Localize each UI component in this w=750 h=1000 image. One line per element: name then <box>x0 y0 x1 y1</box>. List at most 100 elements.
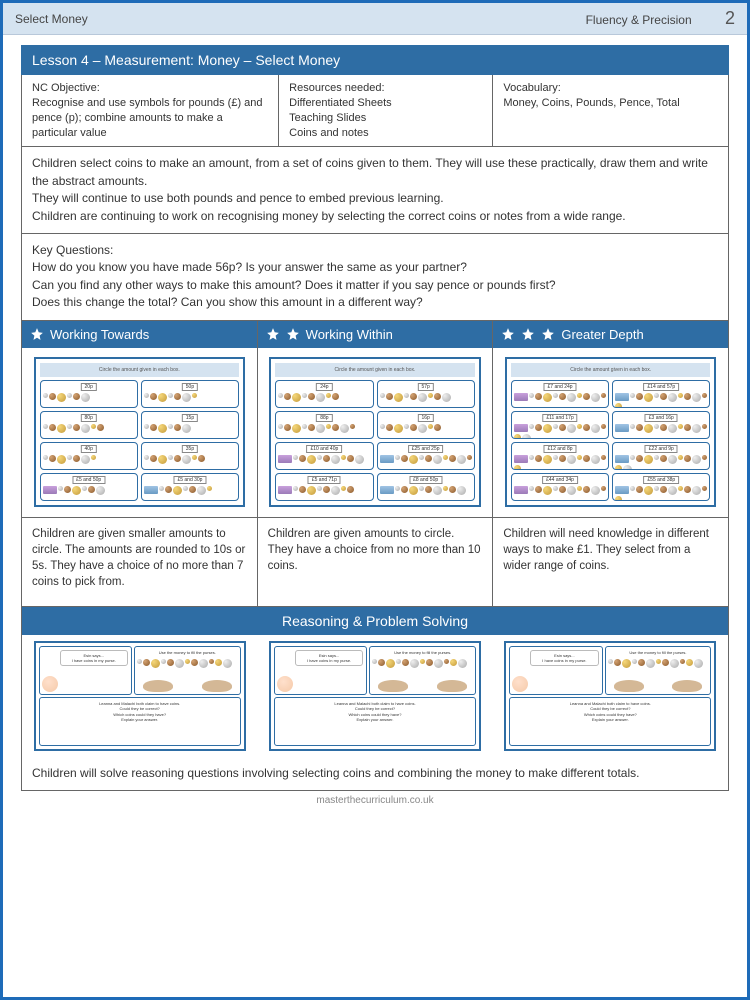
rps-thumbs: Esin says...I have coins in my purse. Us… <box>21 635 729 757</box>
amount-label: £55 and 38p <box>643 476 679 484</box>
rps-worksheet: Esin says...I have coins in my purse. Us… <box>504 641 716 751</box>
coin-group <box>278 455 370 467</box>
level-head: Working Within <box>258 321 493 348</box>
amount-label: £3 and 16p <box>645 414 678 422</box>
amount-label: £8 and 50p <box>409 476 442 484</box>
coin-group <box>144 424 236 436</box>
worksheet-box: £3 and 16p <box>612 411 710 439</box>
level-head: Greater Depth <box>493 321 728 348</box>
coin-group <box>380 455 472 467</box>
amount-label: 16p <box>417 414 433 422</box>
purse-icon <box>672 680 702 692</box>
coin-group <box>615 393 707 405</box>
coin-group <box>278 424 370 436</box>
topbar-right: Fluency & Precision 2 <box>586 8 735 29</box>
worksheet-box: 24p <box>275 380 373 408</box>
worksheet: Circle the amount given in each box. 24p… <box>269 357 481 506</box>
amount-label: 80p <box>81 414 97 422</box>
rps-worksheet: Esin says...I have coins in my purse. Us… <box>34 641 246 751</box>
worksheet-box: 20p <box>40 380 138 408</box>
amount-label: £12 and 8p <box>544 445 577 453</box>
resources-head: Resources needed: <box>289 81 482 96</box>
description-row: Children select coins to make an amount,… <box>21 147 729 234</box>
level-column: Greater Depth Circle the amount given in… <box>493 321 728 606</box>
speech-bubble: Esin says...I have coins in my purse. <box>60 650 128 666</box>
purse-icon <box>437 680 467 692</box>
amount-label: 40p <box>81 445 97 453</box>
resources-line: Differentiated Sheets <box>289 96 482 111</box>
rps-instruction: Use the money to fill the purses. <box>138 650 237 655</box>
rps-instruction: Use the money to fill the purses. <box>609 650 708 655</box>
resources-line: Teaching Slides <box>289 111 482 126</box>
level-title: Working Within <box>306 327 393 342</box>
purse-icon <box>202 680 232 692</box>
amount-label: £7 and 24p <box>544 383 577 391</box>
content: Lesson 4 – Measurement: Money – Select M… <box>3 35 747 997</box>
rps-title: Reasoning & Problem Solving <box>21 606 729 635</box>
page-number: 2 <box>725 8 735 28</box>
worksheet-box: £8 and 50p <box>377 473 475 501</box>
amount-label: £11 and 17p <box>542 414 577 422</box>
amount-label: £10 and 40p <box>306 445 342 453</box>
amount-label: 15p <box>182 414 198 422</box>
amount-label: £5 and 50p <box>72 476 105 484</box>
kq-body: How do you know you have made 56p? Is yo… <box>32 259 718 311</box>
topic-label: Select Money <box>15 12 88 26</box>
levels-row: Working Towards Circle the amount given … <box>21 321 729 606</box>
section-label: Fluency & Precision <box>586 13 692 27</box>
coin-group <box>380 486 472 498</box>
rps-instruction: Use the money to fill the purses. <box>373 650 472 655</box>
rps-speech-box: Esin says...I have coins in my purse. <box>39 646 132 695</box>
rps-question-box: Leanna and Malachi both claim to have co… <box>509 697 711 746</box>
amount-label: 35p <box>182 445 198 453</box>
rps-thumb-cell: Esin says...I have coins in my purse. Us… <box>22 635 257 757</box>
coin-group <box>43 424 135 436</box>
worksheet-box: 35p <box>141 442 239 470</box>
worksheet-box: £5 and 71p <box>275 473 373 501</box>
worksheet: Circle the amount given in each box. 20p… <box>34 357 246 506</box>
vocab-head: Vocabulary: <box>503 81 718 96</box>
rps-question-box: Leanna and Malachi both claim to have co… <box>39 697 241 746</box>
rps-worksheet: Esin says...I have coins in my purse. Us… <box>269 641 481 751</box>
rps-speech-box: Esin says...I have coins in my purse. <box>274 646 367 695</box>
worksheet-instruction: Circle the amount given in each box. <box>275 363 475 377</box>
top-bar: Select Money Fluency & Precision 2 <box>3 3 747 35</box>
rps-desc: Children will solve reasoning questions … <box>21 757 729 791</box>
amount-label: £5 and 30p <box>173 476 206 484</box>
coin-group <box>380 393 472 405</box>
amount-label: £22 and 9p <box>645 445 678 453</box>
level-column: Working Towards Circle the amount given … <box>22 321 258 606</box>
resources-cell: Resources needed: Differentiated Sheets … <box>279 75 493 146</box>
info-row: NC Objective: Recognise and use symbols … <box>21 75 729 147</box>
key-questions-row: Key Questions: How do you know you have … <box>21 234 729 321</box>
level-title: Working Towards <box>50 327 149 342</box>
worksheet-box: 50p <box>141 380 239 408</box>
worksheet-box: £5 and 50p <box>40 473 138 501</box>
level-column: Working Within Circle the amount given i… <box>258 321 494 606</box>
worksheet-box: 40p <box>40 442 138 470</box>
amount-label: £14 and 57p <box>643 383 679 391</box>
objective-head: NC Objective: <box>32 81 268 96</box>
level-desc: Children are given smaller amounts to ci… <box>22 518 257 606</box>
coin-group <box>380 424 472 436</box>
level-desc: Children will need knowledge in differen… <box>493 518 728 606</box>
vocab-cell: Vocabulary: Money, Coins, Pounds, Pence,… <box>493 75 728 146</box>
coin-group <box>144 455 236 467</box>
worksheet-instruction: Circle the amount given in each box. <box>511 363 711 377</box>
coin-group <box>514 486 606 498</box>
objective-cell: NC Objective: Recognise and use symbols … <box>22 75 279 146</box>
worksheet-box: £44 and 34p <box>511 473 609 501</box>
worksheet-box: 15p <box>141 411 239 439</box>
worksheet-box: £12 and 8p <box>511 442 609 470</box>
objective-body: Recognise and use symbols for pounds (£)… <box>32 96 268 141</box>
coin-group <box>144 393 236 405</box>
rps-thumb-cell: Esin says...I have coins in my purse. Us… <box>493 635 728 757</box>
child-face-icon <box>277 676 293 692</box>
rps-coins-box: Use the money to fill the purses. <box>369 646 476 695</box>
coin-group <box>43 393 135 405</box>
lesson-title: Lesson 4 – Measurement: Money – Select M… <box>21 45 729 75</box>
rps-question-box: Leanna and Malachi both claim to have co… <box>274 697 476 746</box>
level-title: Greater Depth <box>561 327 643 342</box>
worksheet-thumb: Circle the amount given in each box. 24p… <box>258 348 493 518</box>
worksheet-box: 57p <box>377 380 475 408</box>
